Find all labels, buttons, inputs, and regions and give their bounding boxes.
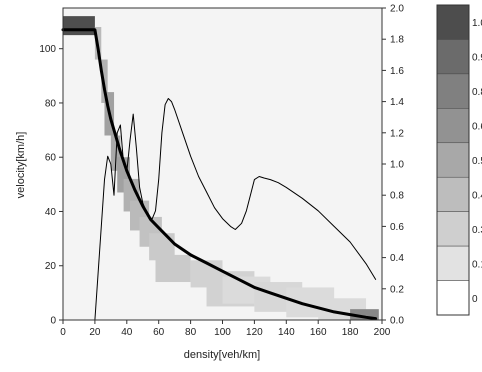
y2-tick-label: 0.8 [390, 191, 404, 202]
colorbar-label: 1.0 [472, 18, 482, 29]
y2-tick-label: 1.0 [390, 160, 404, 171]
colorbar-label: 0.6 [472, 122, 482, 133]
right-axis-series-line [94, 98, 377, 321]
y2-axis-ticks: 0.0 0.2 0.4 0.6 0.8 1.0 1.2 1.4 1.6 1.8 2.0 [382, 4, 404, 327]
y-axis-ticks: 0 20 40 60 80 100 [39, 44, 63, 327]
colorbar-label: 0.1 [472, 259, 482, 270]
x-tick-label: 40 [121, 327, 133, 338]
colorbar-label: 0.4 [472, 190, 482, 201]
colorbar-swatch [436, 4, 470, 40]
colorbar-swatch [436, 39, 470, 75]
y2-tick-label: 2.0 [390, 4, 404, 15]
x-tick-label: 0 [60, 327, 66, 338]
y2-tick-label: 0.2 [390, 284, 404, 295]
x-tick-label: 100 [214, 327, 231, 338]
colorbar-label: 0 [472, 294, 478, 305]
x-tick-label: 120 [246, 327, 263, 338]
colorbar-swatch [436, 108, 470, 144]
x-axis-title: density[veh/km] [184, 349, 260, 361]
x-tick-label: 20 [89, 327, 101, 338]
x-tick-label: 200 [374, 327, 391, 338]
y-axis-title: velocity[km/h] [15, 132, 27, 199]
colorbar-swatch [436, 176, 470, 212]
x-tick-label: 160 [310, 327, 327, 338]
y-tick-label: 80 [45, 98, 57, 109]
heatmap-cell [63, 16, 95, 36]
colorbar-swatch [436, 211, 470, 247]
heatmap-cell [110, 135, 121, 171]
y2-tick-label: 1.2 [390, 128, 404, 139]
colorbar: 1.0 0.9 0.8 0.6 0.5 0.4 0.3 0.1 0 [436, 4, 482, 316]
y2-tick-label: 0.4 [390, 253, 404, 264]
colorbar-label: 0.5 [472, 156, 482, 167]
colorbar-swatch [436, 245, 470, 281]
x-tick-label: 60 [153, 327, 165, 338]
y-tick-label: 60 [45, 153, 57, 164]
y-tick-label: 20 [45, 261, 57, 272]
colorbar-swatch [436, 142, 470, 178]
y2-tick-label: 1.6 [390, 66, 404, 77]
x-tick-label: 180 [342, 327, 359, 338]
velocity-density-curve [61, 28, 378, 321]
colorbar-label: 0.9 [472, 53, 482, 64]
y2-tick-label: 0.0 [390, 316, 404, 327]
y-tick-label: 0 [50, 316, 56, 327]
heatmap-cell [350, 309, 379, 320]
colorbar-label: 0.3 [472, 225, 482, 236]
y2-tick-label: 1.8 [390, 35, 404, 46]
colorbar-frame [436, 4, 470, 316]
x-axis-ticks: 0 20 40 60 80 100 120 140 160 180 200 [60, 320, 391, 338]
heatmap-cell [155, 254, 191, 283]
y2-tick-label: 0.6 [390, 222, 404, 233]
colorbar-swatch [436, 73, 470, 109]
y2-tick-label: 1.4 [390, 97, 404, 108]
series-layer [61, 28, 378, 321]
y-tick-label: 100 [39, 44, 56, 55]
colorbar-label: 0.8 [472, 87, 482, 98]
x-tick-label: 80 [185, 327, 197, 338]
y-tick-label: 40 [45, 207, 57, 218]
colorbar-swatch [436, 280, 470, 316]
x-tick-label: 140 [278, 327, 295, 338]
